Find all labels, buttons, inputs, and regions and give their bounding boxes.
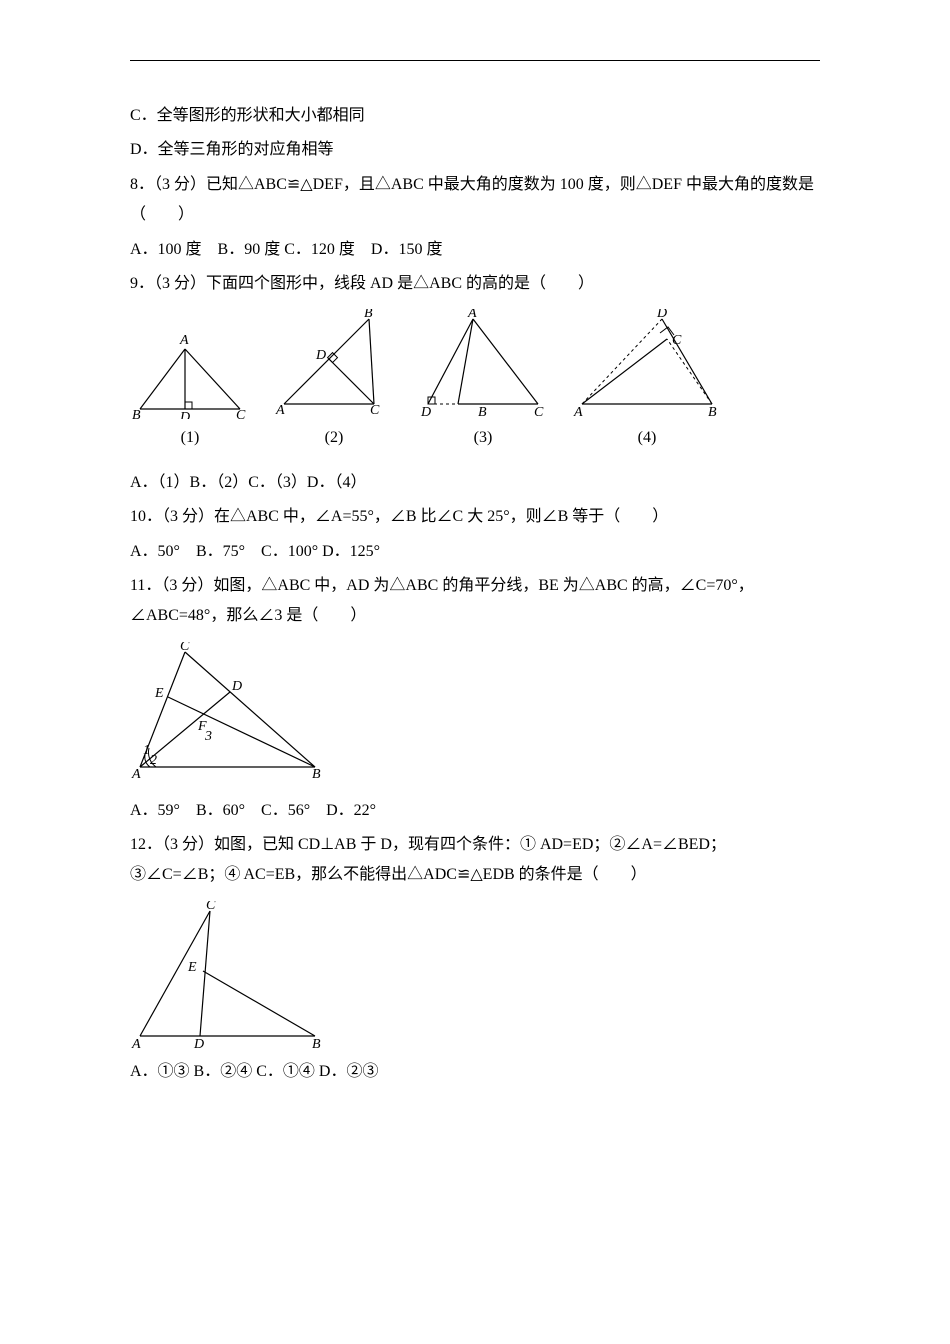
svg-text:B: B — [478, 405, 487, 419]
svg-text:B: B — [132, 408, 141, 419]
triangle-3-svg: A D B C — [418, 309, 548, 419]
svg-text:C: C — [370, 403, 380, 418]
svg-text:E: E — [187, 960, 197, 975]
q9-caption-3: (3) — [474, 423, 493, 453]
q12-svg: A B C D E — [130, 901, 330, 1051]
q9-options: A．（1）B．（2）C．（3）D．（4） — [130, 468, 820, 498]
svg-text:D: D — [656, 309, 667, 321]
q12-stem: 12．（3 分）如图，已知 CD⊥AB 于 D，现有四个条件：① AD=ED；②… — [130, 830, 820, 891]
svg-text:1: 1 — [143, 743, 150, 758]
svg-text:C: C — [534, 405, 544, 419]
svg-text:B: B — [364, 309, 373, 321]
svg-text:D: D — [420, 405, 431, 419]
q10-options: A．50° B．75° C．100° D．125° — [130, 537, 820, 567]
svg-text:C: C — [236, 408, 246, 419]
svg-text:A: A — [131, 1037, 141, 1051]
q9-figures: A B D C (1) A B C D (2) A — [130, 309, 820, 453]
svg-text:A: A — [467, 309, 477, 321]
triangle-4-svg: A B C D — [572, 309, 722, 419]
q7-option-c: C．全等图形的形状和大小都相同 — [130, 101, 820, 131]
svg-text:C: C — [672, 333, 682, 348]
page-divider — [130, 60, 820, 61]
q9-caption-2: (2) — [325, 423, 344, 453]
svg-text:C: C — [206, 901, 216, 913]
q11-options: A．59° B．60° C．56° D．22° — [130, 796, 820, 826]
triangle-2-svg: A B C D — [274, 309, 394, 419]
q9-figure-1: A B D C (1) — [130, 329, 250, 453]
svg-text:B: B — [312, 1037, 321, 1051]
svg-text:A: A — [179, 333, 189, 348]
q12-figure: A B C D E — [130, 901, 820, 1051]
triangle-1-svg: A B D C — [130, 329, 250, 419]
svg-text:2: 2 — [150, 753, 157, 768]
q9-figure-4: A B C D (4) — [572, 309, 722, 453]
q12-options: A．①③ B．②④ C．①④ D．②③ — [130, 1057, 820, 1087]
q9-caption-1: (1) — [181, 423, 200, 453]
q7-option-d: D．全等三角形的对应角相等 — [130, 135, 820, 165]
svg-text:C: C — [180, 642, 190, 654]
svg-text:D: D — [179, 410, 190, 419]
q9-figure-3: A D B C (3) — [418, 309, 548, 453]
svg-text:D: D — [315, 348, 326, 363]
q9-stem: 9．（3 分）下面四个图形中，线段 AD 是△ABC 的高的是（ ） — [130, 269, 820, 299]
q11-figure: F 3 1 2 A B C D E — [130, 642, 820, 782]
q9-caption-4: (4) — [638, 423, 657, 453]
svg-text:D: D — [193, 1037, 204, 1051]
q11-stem: 11．（3 分）如图，△ABC 中，AD 为△ABC 的角平分线，BE 为△AB… — [130, 571, 820, 632]
svg-text:B: B — [312, 767, 321, 782]
svg-text:A: A — [131, 767, 141, 782]
q11-svg: F 3 1 2 A B C D E — [130, 642, 330, 782]
svg-text:B: B — [708, 405, 717, 419]
svg-text:3: 3 — [204, 729, 212, 744]
svg-text:A: A — [573, 405, 583, 419]
q9-figure-2: A B C D (2) — [274, 309, 394, 453]
svg-text:D: D — [231, 679, 242, 694]
q8-stem: 8．（3 分）已知△ABC≌△DEF，且△ABC 中最大角的度数为 100 度，… — [130, 170, 820, 231]
svg-text:E: E — [154, 686, 164, 701]
svg-text:A: A — [275, 403, 285, 418]
q8-options: A．100 度 B．90 度 C．120 度 D．150 度 — [130, 235, 820, 265]
q10-stem: 10．（3 分）在△ABC 中，∠A=55°，∠B 比∠C 大 25°，则∠B … — [130, 502, 820, 532]
